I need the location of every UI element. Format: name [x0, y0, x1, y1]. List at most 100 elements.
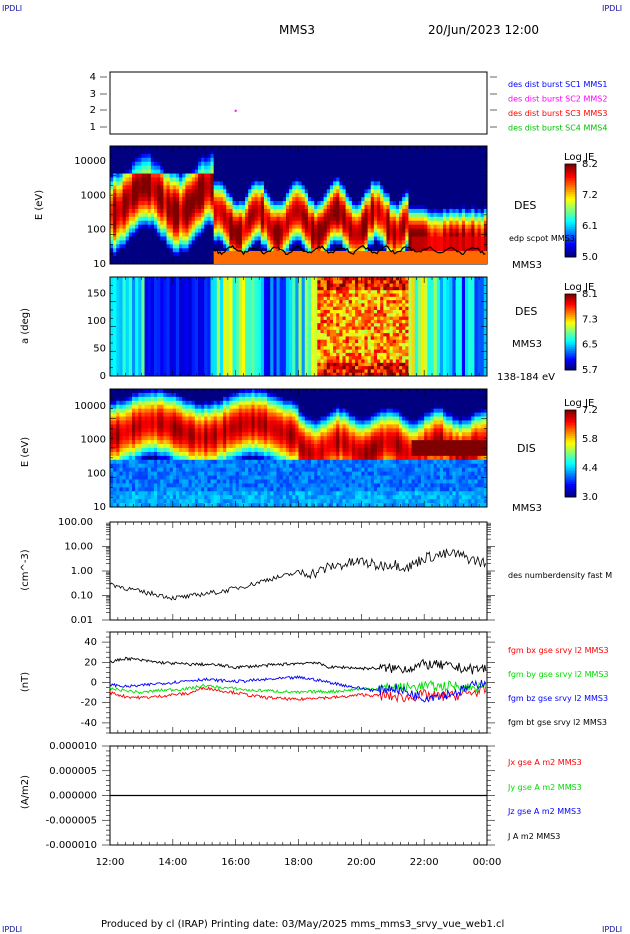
- des-pitch-cell: [185, 286, 189, 291]
- des-pitch-cell: [188, 319, 193, 324]
- des-energy-cell: [329, 177, 334, 182]
- des-energy-cell: [197, 236, 202, 241]
- des-pitch-cell: [125, 336, 130, 341]
- des-energy-cell: [153, 177, 158, 182]
- des-energy-cell: [144, 153, 149, 159]
- des-energy-cell: [483, 169, 488, 174]
- des-pitch-cell: [110, 346, 114, 350]
- des-energy-cell: [380, 248, 384, 253]
- des-energy-cell: [191, 216, 196, 222]
- des-pitch-cell: [128, 366, 133, 370]
- des-pitch-cell: [160, 313, 164, 317]
- des-pitch-cell: [182, 339, 186, 344]
- des-pitch-cell: [210, 349, 215, 354]
- des-energy-cell: [289, 232, 293, 237]
- des-energy-cell: [144, 256, 149, 261]
- des-energy-cell: [144, 228, 149, 233]
- des-pitch-cell: [144, 359, 149, 364]
- des-pitch-cell: [138, 300, 142, 304]
- des-energy-cell: [219, 240, 224, 245]
- des-energy-cell: [172, 185, 177, 190]
- des-energy-cell: [257, 149, 262, 155]
- des-energy-cell: [307, 224, 312, 229]
- des-energy-cell: [204, 149, 208, 155]
- des-energy-cell: [157, 208, 161, 214]
- des-energy-cell: [339, 208, 343, 214]
- des-energy-cell: [179, 169, 183, 174]
- des-energy-cell: [185, 256, 189, 261]
- des-pitch-cell: [135, 359, 139, 364]
- des-energy-cell: [182, 189, 186, 194]
- des-pitch-cell: [122, 336, 127, 341]
- des-pitch-cell: [116, 310, 120, 314]
- des-energy-cell: [392, 216, 397, 222]
- des-energy-cell: [383, 228, 387, 233]
- des-energy-cell: [348, 197, 353, 202]
- des-energy-cell: [216, 244, 221, 249]
- des-energy-cell: [380, 161, 384, 167]
- des-energy-cell: [402, 177, 406, 182]
- burst-legend-2: des dist burst SC2 MMS2: [508, 95, 607, 104]
- des-energy-cell: [279, 212, 284, 218]
- des-energy-cell: [424, 181, 428, 186]
- des-pitch-cell: [163, 343, 167, 347]
- des-pitch-cell: [226, 359, 230, 364]
- des-pitch-cell: [169, 362, 174, 367]
- des-pitch-cell: [138, 293, 142, 298]
- des-energy-cell: [138, 181, 142, 186]
- des-energy-cell: [119, 236, 123, 241]
- des-energy-cell: [392, 208, 397, 214]
- des-pitch-cell: [131, 352, 136, 357]
- des-energy-cell: [260, 193, 265, 198]
- des-energy-cell: [405, 169, 409, 174]
- des-energy-cell: [430, 173, 434, 178]
- des-energy-cell: [232, 220, 237, 226]
- des-pitch-cell: [147, 319, 152, 324]
- des-energy-cell: [172, 205, 177, 210]
- des-pitch-cell: [147, 359, 152, 364]
- des-energy-cell: [427, 149, 431, 155]
- des-energy-cell: [298, 153, 303, 159]
- des-energy-cell: [383, 236, 387, 241]
- des-energy-cell: [427, 201, 431, 206]
- des-energy-cell: [411, 177, 416, 182]
- des-energy-cell: [471, 177, 475, 182]
- des-energy-cell: [219, 165, 224, 170]
- des-energy-cell: [219, 208, 224, 214]
- des-pitch-cell: [216, 283, 221, 288]
- des-energy-cell: [273, 240, 277, 245]
- des-pitch-cell: [226, 290, 230, 294]
- des-energy-cell: [251, 224, 255, 229]
- des-energy-cell: [367, 240, 372, 245]
- des-energy-cell: [232, 185, 237, 190]
- des-pitch-cell: [119, 336, 123, 341]
- des-energy-cell: [446, 193, 450, 198]
- des-energy-cell: [219, 232, 224, 237]
- des-energy-cell: [263, 161, 268, 167]
- des-energy-cell: [433, 205, 438, 210]
- des-pitch-cell: [119, 349, 123, 354]
- des-energy-cell: [238, 197, 243, 202]
- des-pitch-cell: [223, 362, 227, 367]
- des-energy-cell: [342, 201, 347, 206]
- des-energy-cell: [333, 189, 337, 194]
- colorbar-segment: [565, 215, 576, 218]
- des-pitch-cell: [157, 343, 161, 347]
- des-pitch-cell: [175, 339, 180, 344]
- des-energy-cell: [292, 240, 296, 245]
- des-pitch-cell: [116, 293, 120, 298]
- des-energy-cell: [219, 169, 224, 174]
- des-pitch-cell: [226, 356, 230, 360]
- des-energy-cell: [386, 173, 391, 178]
- des-energy-cell: [452, 216, 456, 222]
- des-pitch-cell: [197, 280, 202, 284]
- des-energy-cell: [191, 157, 196, 163]
- des-pitch-cell: [226, 369, 230, 374]
- des-energy-cell: [421, 153, 425, 159]
- des-energy-cell: [465, 189, 469, 194]
- des-energy-cell: [245, 212, 249, 218]
- des-pitch-cell: [169, 316, 174, 321]
- des-energy-cell: [370, 208, 375, 214]
- des-energy-cell: [260, 197, 265, 202]
- des-pitch-cell: [194, 283, 199, 288]
